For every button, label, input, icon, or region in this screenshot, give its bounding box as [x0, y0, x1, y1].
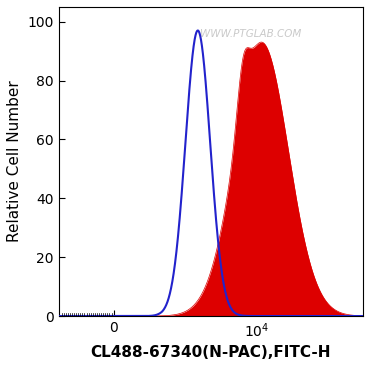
Y-axis label: Relative Cell Number: Relative Cell Number: [7, 81, 22, 242]
Text: WWW.PTGLAB.COM: WWW.PTGLAB.COM: [200, 29, 301, 39]
X-axis label: CL488-67340(N-PAC),FITC-H: CL488-67340(N-PAC),FITC-H: [91, 345, 331, 360]
